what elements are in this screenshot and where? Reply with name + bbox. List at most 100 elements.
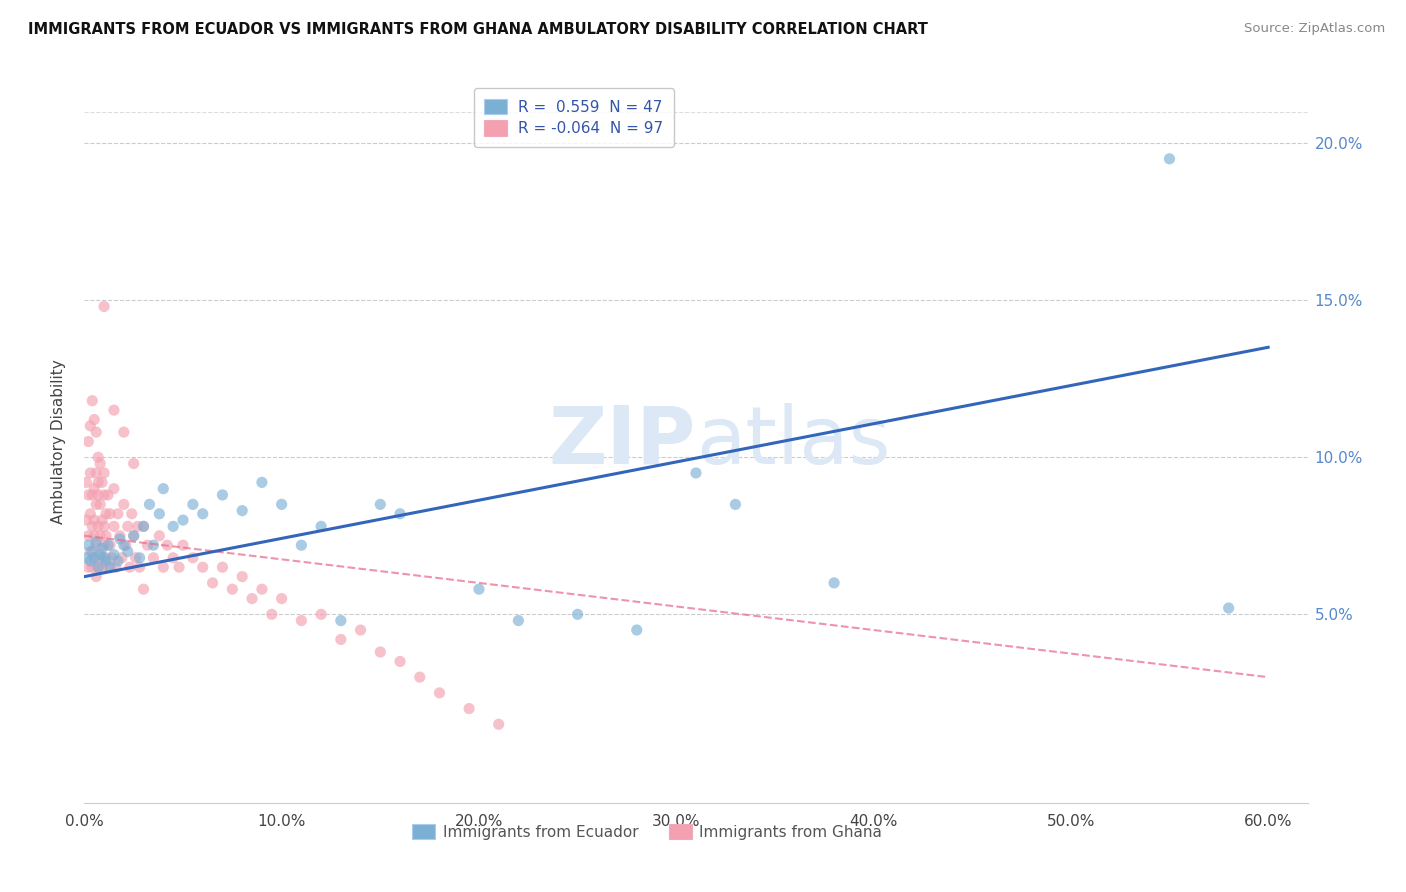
Point [91,475,114,490]
Point [98,538,121,552]
Point [75,550,97,565]
Point [122,457,145,471]
Point [162,550,184,565]
Point [118,560,141,574]
Point [349,623,371,637]
Point [112,425,135,439]
Text: Source: ZipAtlas.com: Source: ZipAtlas.com [1244,22,1385,36]
Point [79,418,101,433]
Point [309,519,332,533]
Point [77,538,100,552]
Point [91,513,114,527]
Point [162,519,184,533]
Point [91,560,114,574]
Point [240,591,263,606]
Point [103,519,125,533]
Point [290,538,312,552]
Point [77,434,100,449]
Point [93,300,115,314]
Point [83,550,105,565]
Point [211,488,233,502]
Point [104,560,127,574]
Point [98,507,121,521]
Point [368,645,391,659]
Point [181,550,204,565]
Point [98,560,121,574]
Point [685,466,707,480]
Point [626,623,648,637]
Point [132,519,155,533]
Point [83,482,105,496]
Point [152,482,174,496]
Point [167,560,190,574]
Point [172,538,194,552]
Point [75,475,97,490]
Point [309,607,332,622]
Point [83,529,105,543]
Point [181,497,204,511]
Point [117,519,139,533]
Point [567,607,589,622]
Point [191,560,214,574]
Point [823,575,845,590]
Point [724,497,747,511]
Point [79,507,101,521]
Point [108,532,131,546]
Point [122,529,145,543]
Point [148,529,170,543]
Point [127,519,149,533]
Point [128,560,150,574]
Point [87,519,110,533]
Point [221,582,243,597]
Point [97,488,120,502]
Point [97,538,120,552]
Point [107,554,129,568]
Point [79,466,101,480]
Point [75,513,97,527]
Point [93,488,115,502]
Point [101,550,124,565]
Point [77,488,100,502]
Point [83,550,105,565]
Point [211,560,233,574]
Point [329,632,352,647]
Point [250,475,273,490]
Point [79,554,101,568]
Point [121,507,143,521]
Point [82,544,104,558]
Point [488,717,510,731]
Text: IMMIGRANTS FROM ECUADOR VS IMMIGRANTS FROM GHANA AMBULATORY DISABILITY CORRELATI: IMMIGRANTS FROM ECUADOR VS IMMIGRANTS FR… [28,22,928,37]
Legend: Immigrants from Ecuador, Immigrants from Ghana: Immigrants from Ecuador, Immigrants from… [406,818,889,846]
Point [409,670,432,684]
Point [84,535,107,549]
Point [172,513,194,527]
Point [89,497,111,511]
Y-axis label: Ambulatory Disability: Ambulatory Disability [51,359,66,524]
Point [89,457,111,471]
Point [94,550,117,565]
Point [389,507,412,521]
Point [156,538,179,552]
Point [87,560,110,574]
Point [84,569,107,583]
Point [108,529,131,543]
Point [93,519,115,533]
Point [152,560,174,574]
Point [117,544,139,558]
Point [82,488,104,502]
Point [89,529,111,543]
Point [1159,152,1181,166]
Point [329,614,352,628]
Point [93,550,115,565]
Point [508,614,530,628]
Point [87,488,110,502]
Point [97,560,120,574]
Point [103,548,125,562]
Point [132,519,155,533]
Point [468,582,491,597]
Point [142,538,165,552]
Point [83,513,105,527]
Point [94,529,117,543]
Point [114,538,136,552]
Point [77,560,100,574]
